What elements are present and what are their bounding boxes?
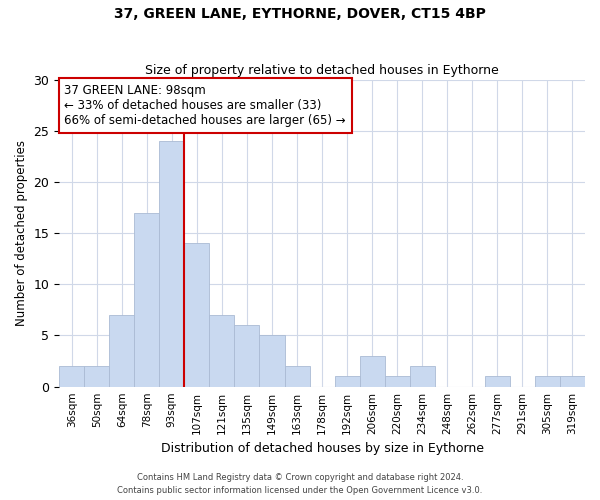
Bar bbox=[485, 376, 510, 386]
Bar bbox=[259, 336, 284, 386]
Bar bbox=[560, 376, 585, 386]
Bar bbox=[84, 366, 109, 386]
Bar bbox=[410, 366, 435, 386]
Bar bbox=[235, 326, 259, 386]
Bar bbox=[209, 315, 235, 386]
Text: 37, GREEN LANE, EYTHORNE, DOVER, CT15 4BP: 37, GREEN LANE, EYTHORNE, DOVER, CT15 4B… bbox=[114, 8, 486, 22]
Y-axis label: Number of detached properties: Number of detached properties bbox=[15, 140, 28, 326]
Bar bbox=[134, 212, 160, 386]
Bar bbox=[160, 141, 184, 386]
Bar bbox=[184, 244, 209, 386]
Bar bbox=[284, 366, 310, 386]
X-axis label: Distribution of detached houses by size in Eythorne: Distribution of detached houses by size … bbox=[161, 442, 484, 455]
Title: Size of property relative to detached houses in Eythorne: Size of property relative to detached ho… bbox=[145, 64, 499, 77]
Bar bbox=[109, 315, 134, 386]
Bar bbox=[359, 356, 385, 386]
Bar bbox=[335, 376, 359, 386]
Bar bbox=[385, 376, 410, 386]
Bar bbox=[535, 376, 560, 386]
Text: Contains HM Land Registry data © Crown copyright and database right 2024.
Contai: Contains HM Land Registry data © Crown c… bbox=[118, 474, 482, 495]
Text: 37 GREEN LANE: 98sqm
← 33% of detached houses are smaller (33)
66% of semi-detac: 37 GREEN LANE: 98sqm ← 33% of detached h… bbox=[64, 84, 346, 127]
Bar bbox=[59, 366, 84, 386]
